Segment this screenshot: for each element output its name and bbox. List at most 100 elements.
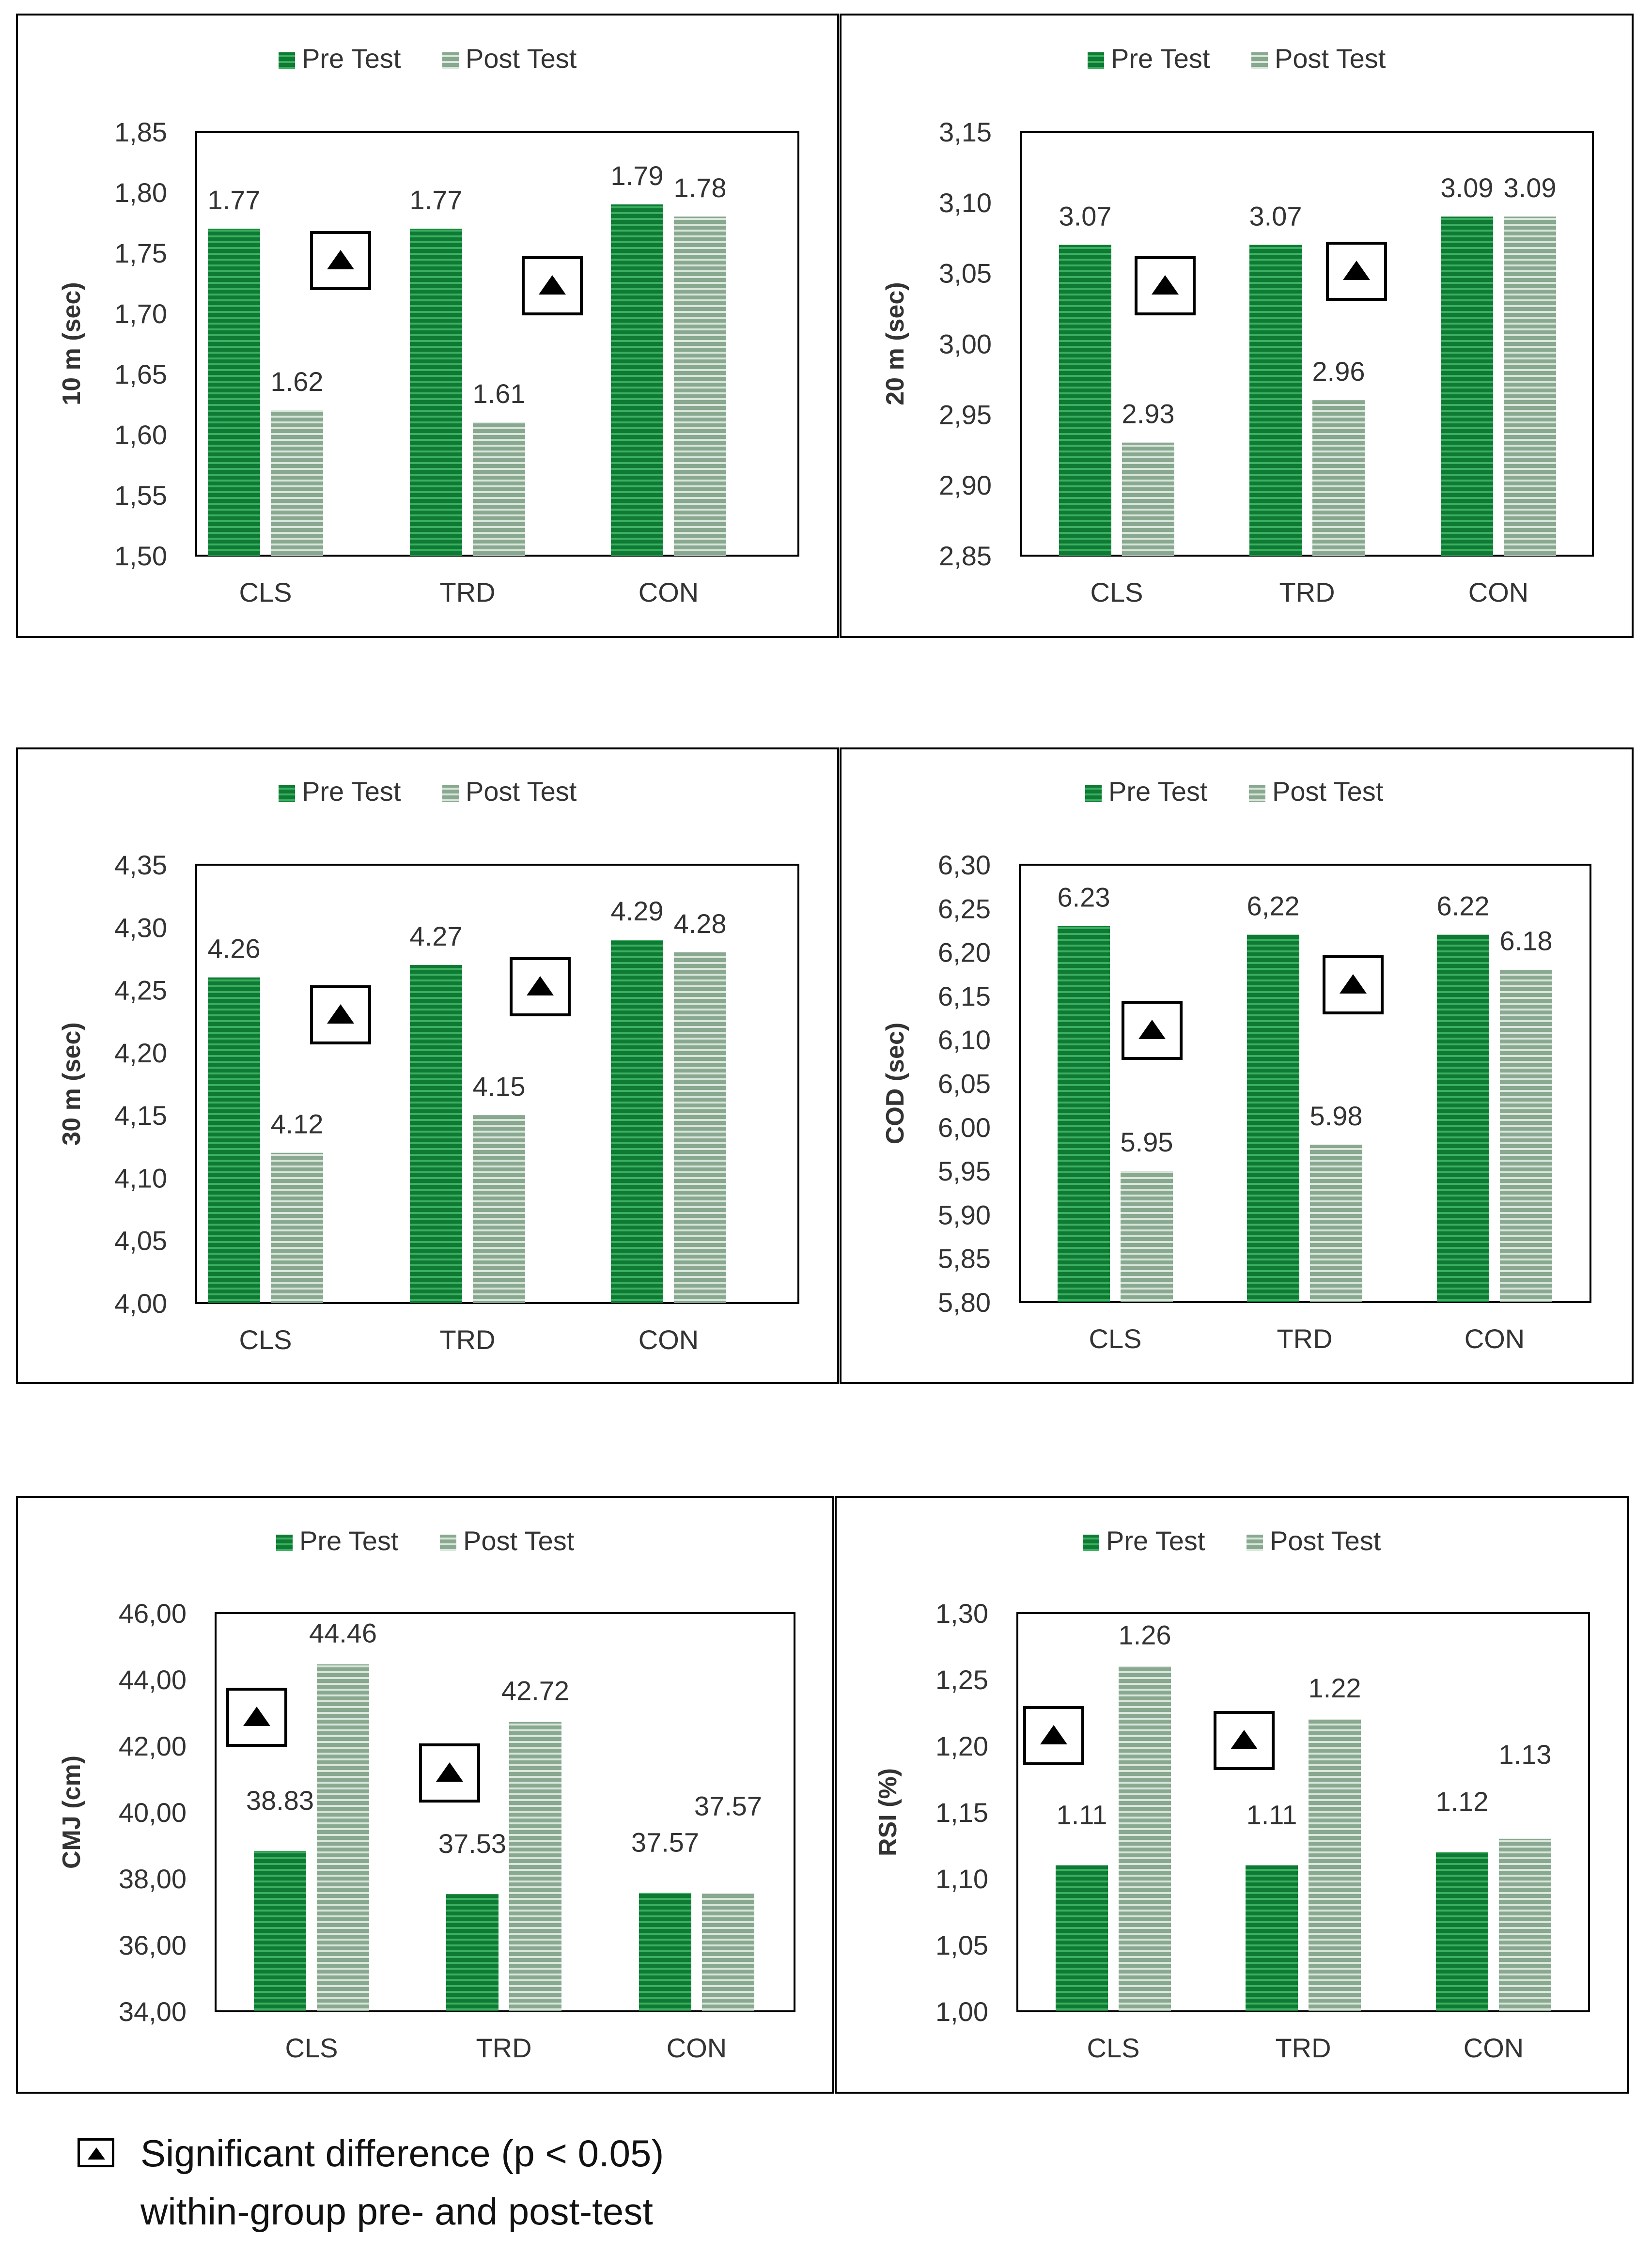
x-category-label: TRD: [439, 1324, 495, 1355]
x-category-label: CON: [667, 2033, 727, 2063]
y-tick-label: 6,10: [938, 1025, 991, 1055]
y-tick-label: 1,60: [114, 420, 167, 450]
bar-post-test: [1121, 1171, 1173, 1302]
triangle-up-icon: [1231, 1730, 1258, 1749]
data-label-post: 1.62: [271, 366, 324, 397]
bar-post-test: [271, 1152, 323, 1303]
y-tick-label: 6,00: [938, 1112, 991, 1143]
y-tick-label: 4,05: [114, 1226, 167, 1256]
y-tick-label: 42,00: [119, 1731, 187, 1761]
y-axis-label: RSI (%): [874, 1768, 902, 1856]
x-category-label: TRD: [1275, 2033, 1331, 2063]
bar-post-test: [1122, 442, 1174, 556]
legend-label-post: Post Test: [463, 1525, 575, 1556]
chart-panel: 1,00 1,05 1,10 1,15 1,20 1,25 1,30 RSI (%) Pre T…: [835, 1496, 1629, 2094]
x-category-label: CLS: [285, 2033, 338, 2063]
data-label-pre: 1.77: [208, 185, 261, 215]
triangle-up-icon: [539, 275, 566, 295]
chart-legend: Pre Test Post Test: [279, 43, 577, 74]
legend-swatch-pre: [1083, 1535, 1099, 1551]
significance-marker-icon: [1214, 1711, 1275, 1770]
y-tick-label: 4,30: [114, 912, 167, 943]
legend-label-pre: Pre Test: [302, 776, 401, 807]
data-label-post: 1.13: [1499, 1739, 1552, 1770]
y-axis-label: 10 m (sec): [58, 282, 86, 405]
data-label-pre: 4.26: [208, 933, 261, 964]
bar-pre-test: [1247, 934, 1299, 1302]
bar-post-test: [509, 1722, 561, 2011]
bar-post-test: [1504, 217, 1556, 556]
data-label-post: 4.15: [473, 1071, 526, 1102]
legend-label-pre: Pre Test: [1108, 776, 1208, 807]
footnote-line-2: within-group pre- and post-test: [140, 2190, 653, 2233]
bar-pre-test: [208, 229, 260, 556]
data-label-pre: 6.23: [1058, 882, 1110, 912]
chart-legend: Pre Test Post Test: [1088, 43, 1386, 74]
y-tick-label: 4,00: [114, 1288, 167, 1319]
x-category-label: TRD: [1277, 1323, 1332, 1354]
significance-box: [1122, 1001, 1183, 1060]
y-tick-label: 3,00: [939, 329, 992, 359]
data-label-pre: 6,22: [1247, 890, 1300, 921]
triangle-up-icon: [1040, 1725, 1067, 1744]
chart-outer-frame: [840, 14, 1634, 638]
legend-swatch-post: [442, 52, 459, 69]
bar-pre-test: [1249, 245, 1302, 556]
bar-post-test: [473, 422, 525, 556]
y-tick-label: 5,90: [938, 1199, 991, 1230]
y-tick-label: 46,00: [119, 1598, 187, 1629]
significance-marker-icon: [78, 2138, 114, 2167]
data-label-pre: 1.79: [611, 160, 664, 191]
data-label-pre: 1.11: [1247, 1800, 1297, 1830]
chart-panel: 34,00 36,00 38,00 40,00 42,00 44,00 46,00 CMJ (…: [16, 1496, 834, 2094]
triangle-up-icon: [1138, 1020, 1166, 1039]
bar-pre-test: [1437, 934, 1489, 1302]
legend-swatch-post: [442, 785, 459, 802]
significance-marker-icon: [522, 256, 583, 315]
data-label-post: 1.78: [674, 172, 727, 203]
triangle-up-icon: [1343, 261, 1370, 280]
bar-pre-test: [1056, 1865, 1108, 2011]
significance-marker-icon: [419, 1743, 480, 1803]
y-tick-label: 1,30: [935, 1598, 988, 1629]
bar-pre-test: [410, 964, 462, 1303]
y-tick-label: 3,15: [939, 117, 992, 147]
data-label-pre: 3.07: [1059, 201, 1112, 231]
data-label-pre: 1.12: [1436, 1786, 1489, 1817]
y-tick-label: 1,05: [935, 1930, 988, 1960]
bar-post-test: [473, 1115, 525, 1303]
chart-panel: 1,50 1,55 1,60 1,65 1,70 1,75 1,80 1,85 10 m (se…: [16, 14, 839, 638]
legend-label-post: Post Test: [466, 776, 577, 807]
significance-marker-icon: [226, 1688, 287, 1747]
chart-panel: 4,00 4,05 4,10 4,15 4,20 4,25 4,30 4,35 30 m (se…: [16, 747, 839, 1384]
y-tick-label: 3,05: [939, 258, 992, 289]
bar-post-test: [1500, 969, 1552, 1302]
y-tick-label: 4,35: [114, 850, 167, 880]
y-tick-label: 1,55: [114, 480, 167, 511]
data-label-post: 44.46: [309, 1617, 377, 1648]
x-category-label: CLS: [239, 1324, 292, 1355]
y-tick-label: 4,20: [114, 1038, 167, 1068]
chart-outer-frame: [16, 747, 839, 1384]
triangle-up-icon: [1340, 974, 1367, 994]
y-tick-label: 1,25: [935, 1664, 988, 1695]
y-axis-label: CMJ (cm): [58, 1756, 86, 1869]
plot-area-frame: [215, 1612, 795, 2012]
y-tick-label: 2,85: [939, 541, 992, 571]
triangle-up-icon: [527, 976, 554, 995]
legend-label-post: Post Test: [1272, 776, 1384, 807]
triangle-up-icon: [1152, 275, 1179, 295]
legend-swatch-pre: [276, 1535, 293, 1551]
legend-swatch-post: [440, 1535, 456, 1551]
chart-panel: 2,85 2,90 2,95 3,00 3,05 3,10 3,15 20 m (sec) Pr…: [840, 14, 1634, 638]
chart-outer-frame: [16, 1496, 834, 2094]
y-tick-label: 5,85: [938, 1244, 991, 1274]
x-category-label: CLS: [1087, 2033, 1140, 2063]
legend-swatch-pre: [279, 785, 295, 802]
y-tick-label: 6,30: [938, 850, 991, 880]
chart-legend: Pre Test Post Test: [279, 776, 577, 807]
legend-swatch-post: [1251, 52, 1268, 69]
data-label-pre: 4.27: [410, 921, 463, 951]
x-category-label: CON: [1465, 1323, 1525, 1354]
y-tick-label: 34,00: [119, 1996, 187, 2027]
